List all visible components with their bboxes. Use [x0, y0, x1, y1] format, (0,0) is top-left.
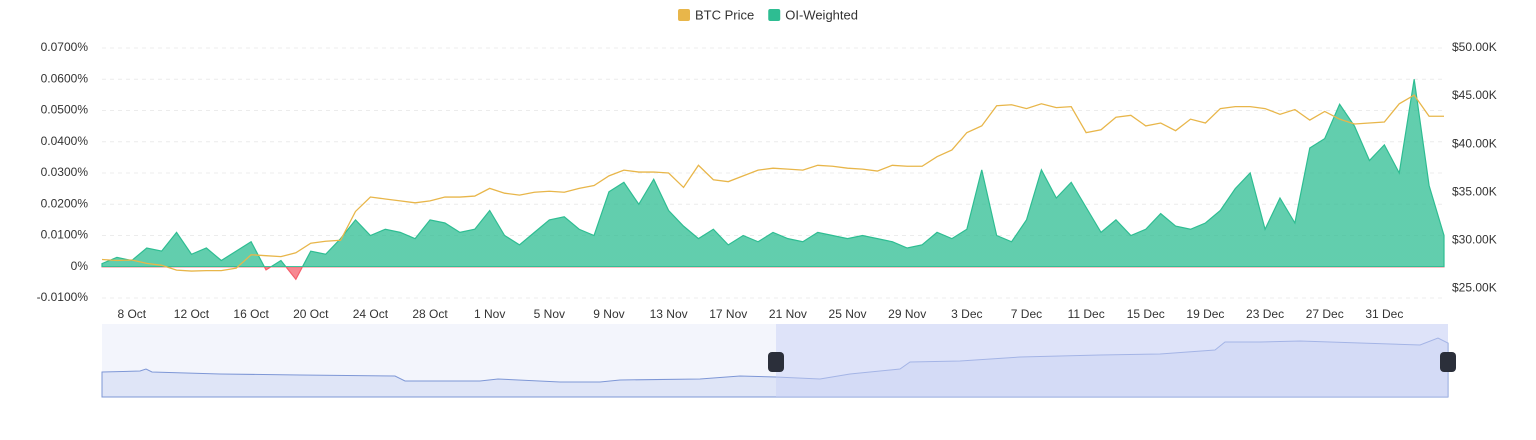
- legend: BTC Price OI-Weighted: [678, 7, 858, 22]
- price-line: [101, 94, 1444, 272]
- x-tick-label: 28 Oct: [412, 307, 448, 321]
- funding-area: [101, 79, 1445, 281]
- x-tick-label: 9 Nov: [593, 307, 624, 321]
- y-tick-label: 0.0600%: [41, 71, 89, 85]
- x-tick-label: 11 Dec: [1068, 307, 1105, 321]
- x-tick-label: 27 Dec: [1306, 307, 1344, 321]
- zoom-handle-right[interactable]: [1440, 352, 1456, 372]
- x-tick-label: 24 Oct: [353, 307, 389, 321]
- legend-swatch: [678, 9, 691, 21]
- y2-tick-label: $40.00K: [1452, 136, 1497, 150]
- x-tick-label: 29 Nov: [888, 307, 926, 321]
- y2-tick-label: $25.00K: [1452, 281, 1497, 295]
- x-tick-label: 25 Nov: [829, 307, 867, 321]
- x-tick-label: 1 Nov: [474, 307, 505, 321]
- zoom-selection[interactable]: [776, 324, 1448, 397]
- y-tick-label: 0.0400%: [41, 134, 89, 148]
- y2-tick-label: $50.00K: [1452, 40, 1497, 54]
- x-tick-label: 21 Nov: [769, 307, 807, 321]
- legend-label: BTC Price: [695, 7, 754, 22]
- x-tick-label: 3 Dec: [951, 307, 982, 321]
- x-tick-label: 8 Oct: [117, 307, 146, 321]
- x-tick-label: 16 Oct: [233, 307, 269, 321]
- y2-tick-label: $35.00K: [1452, 184, 1497, 198]
- x-tick-label: 20 Oct: [293, 307, 329, 321]
- y-tick-label: 0.0200%: [41, 196, 89, 210]
- y-tick-label: 0.0100%: [41, 228, 89, 242]
- x-tick-label: 23 Dec: [1246, 307, 1284, 321]
- y-tick-label: 0%: [71, 259, 89, 273]
- x-tick-label: 17 Nov: [709, 307, 747, 321]
- x-tick-label: 15 Dec: [1127, 307, 1165, 321]
- zoom-slider: [101, 324, 1456, 398]
- y-tick-label: 0.0500%: [41, 103, 89, 117]
- x-tick-label: 12 Oct: [174, 307, 210, 321]
- x-tick-label: 31 Dec: [1365, 307, 1403, 321]
- x-tick-label: 19 Dec: [1186, 307, 1224, 321]
- zoom-handle-left[interactable]: [768, 352, 784, 372]
- legend-label: OI-Weighted: [785, 7, 858, 22]
- legend-swatch: [768, 9, 781, 21]
- x-tick-label: 7 Dec: [1011, 307, 1042, 321]
- x-tick-label: 5 Nov: [534, 307, 565, 321]
- x-tick-label: 13 Nov: [650, 307, 688, 321]
- y-tick-label: 0.0300%: [41, 165, 89, 179]
- y-tick-label: -0.0100%: [37, 290, 89, 304]
- y2-tick-label: $30.00K: [1452, 232, 1497, 246]
- y2-tick-label: $45.00K: [1452, 88, 1497, 102]
- y-tick-label: 0.0700%: [41, 40, 89, 54]
